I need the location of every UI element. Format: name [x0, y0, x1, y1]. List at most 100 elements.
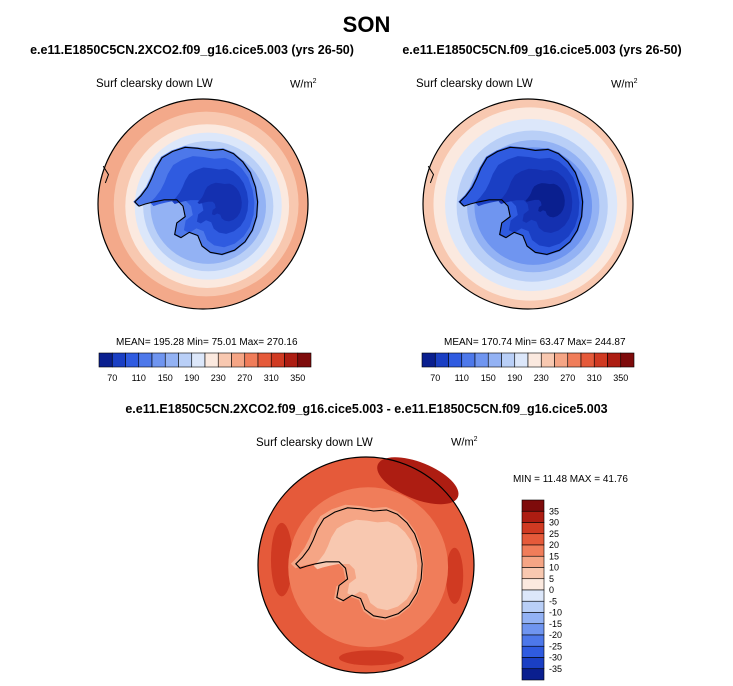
- colorbar-box: [217, 352, 232, 368]
- colorbar-box: [521, 522, 545, 535]
- panel2-units: W/m2: [611, 78, 638, 91]
- contour-band: [197, 182, 242, 222]
- colorbar-box: [521, 645, 545, 658]
- colorbar-box: [554, 352, 569, 368]
- colorbar-box: [270, 352, 285, 368]
- panel2-colorbar: 70 110 150 190 230 270 310 350: [421, 352, 635, 383]
- colorbar-tick-label: 310: [587, 373, 602, 383]
- contour-band: [313, 519, 418, 611]
- colorbar-box: [474, 352, 489, 368]
- south-america-coast: [102, 165, 110, 184]
- colorbar-tick-label: 25: [549, 529, 559, 539]
- colorbar-tick-label: -5: [549, 596, 557, 606]
- colorbar-box: [521, 578, 545, 591]
- colorbar-box: [448, 352, 463, 368]
- colorbar-tick-label: 0: [549, 585, 554, 595]
- coastline: [134, 146, 259, 255]
- colorbar-box: [521, 600, 545, 613]
- colorbar-box: [257, 352, 272, 368]
- colorbar-tick-label: 270: [237, 373, 252, 383]
- colorbar-tick-label: -10: [549, 608, 562, 618]
- south-america-coast: [427, 165, 435, 184]
- contour-band: [339, 650, 404, 666]
- coastline: [459, 146, 584, 255]
- colorbar-box: [521, 668, 545, 681]
- contour-band: [525, 183, 565, 218]
- coastline: [295, 507, 423, 619]
- colorbar-box: [204, 352, 219, 368]
- colorbar-box: [521, 567, 545, 580]
- colorbar-tick-label: 5: [549, 574, 554, 584]
- colorbar-tick-label: 230: [211, 373, 226, 383]
- colorbar-box: [151, 352, 166, 368]
- colorbar-box: [580, 352, 595, 368]
- colorbar-tick-label: 350: [290, 373, 305, 383]
- colorbar-box: [521, 499, 545, 512]
- colorbar-box: [231, 352, 246, 368]
- panel2-case-title: e.e11.E1850C5CN.f09_g16.cice5.003 (yrs 2…: [402, 43, 682, 57]
- colorbar-tick-label: -30: [549, 653, 562, 663]
- colorbar-box: [421, 352, 436, 368]
- map-border: [257, 456, 475, 674]
- colorbar-box: [178, 352, 193, 368]
- panel2-polar-map: [422, 98, 634, 310]
- colorbar-tick-label: -35: [549, 664, 562, 674]
- colorbar-tick-label: 310: [264, 373, 279, 383]
- colorbar-box: [297, 352, 312, 368]
- colorbar-box: [521, 544, 545, 557]
- colorbar-box: [521, 510, 545, 523]
- map-border: [422, 98, 634, 310]
- colorbar-box: [98, 352, 113, 368]
- diff-title: e.e11.E1850C5CN.2XCO2.f09_g16.cice5.003 …: [125, 402, 608, 416]
- contour-band: [445, 547, 464, 604]
- panel1-colorbar: 70 110 150 190 230 270 310 350: [98, 352, 312, 383]
- panel1-stats: MEAN= 195.28 Min= 75.01 Max= 270.16: [116, 337, 298, 348]
- colorbar-box: [514, 352, 529, 368]
- colorbar-box: [164, 352, 179, 368]
- colorbar-box: [593, 352, 608, 368]
- colorbar-tick-label: 15: [549, 551, 559, 561]
- colorbar-tick-label: 10: [549, 563, 559, 573]
- colorbar-box: [527, 352, 542, 368]
- colorbar-tick-label: 150: [158, 373, 173, 383]
- contour-band: [377, 457, 459, 505]
- colorbar-tick-label: 20: [549, 540, 559, 550]
- colorbar-box: [284, 352, 299, 368]
- colorbar-box: [521, 589, 545, 602]
- colorbar-tick-label: 110: [132, 373, 146, 383]
- colorbar-box: [487, 352, 502, 368]
- panel1-units: W/m2: [290, 78, 317, 91]
- colorbar-tick-label: -25: [549, 641, 562, 651]
- colorbar-tick-label: -20: [549, 630, 562, 640]
- colorbar-box: [111, 352, 126, 368]
- colorbar-tick-label: 70: [107, 373, 117, 383]
- colorbar-box: [125, 352, 140, 368]
- colorbar-box: [434, 352, 449, 368]
- colorbar-box: [521, 533, 545, 546]
- colorbar-box: [521, 555, 545, 568]
- panel1-polar-map: [97, 98, 309, 310]
- colorbar-tick-label: 70: [430, 373, 440, 383]
- panel2-variable-label: Surf clearsky down LW: [416, 78, 533, 90]
- colorbar-tick-label: 150: [481, 373, 496, 383]
- colorbar-tick-label: 110: [455, 373, 469, 383]
- colorbar-box: [567, 352, 582, 368]
- diff-variable-label: Surf clearsky down LW: [256, 437, 373, 449]
- colorbar-box: [521, 657, 545, 670]
- panel1-variable-label: Surf clearsky down LW: [96, 78, 213, 90]
- colorbar-box: [521, 612, 545, 625]
- diff-units: W/m2: [451, 436, 478, 449]
- colorbar-tick-label: 270: [560, 373, 575, 383]
- colorbar-box: [191, 352, 206, 368]
- colorbar-tick-label: 230: [534, 373, 549, 383]
- colorbar-box: [540, 352, 555, 368]
- panel1-case-title: e.e11.E1850C5CN.2XCO2.f09_g16.cice5.003 …: [30, 43, 354, 57]
- page-title: SON: [342, 12, 391, 37]
- colorbar-tick-label: -15: [549, 619, 562, 629]
- panel2-stats: MEAN= 170.74 Min= 63.47 Max= 244.87: [444, 337, 626, 348]
- contour-band: [270, 522, 293, 597]
- colorbar-box: [620, 352, 635, 368]
- diff-polar-map: [257, 456, 475, 674]
- colorbar-tick-label: 350: [613, 373, 628, 383]
